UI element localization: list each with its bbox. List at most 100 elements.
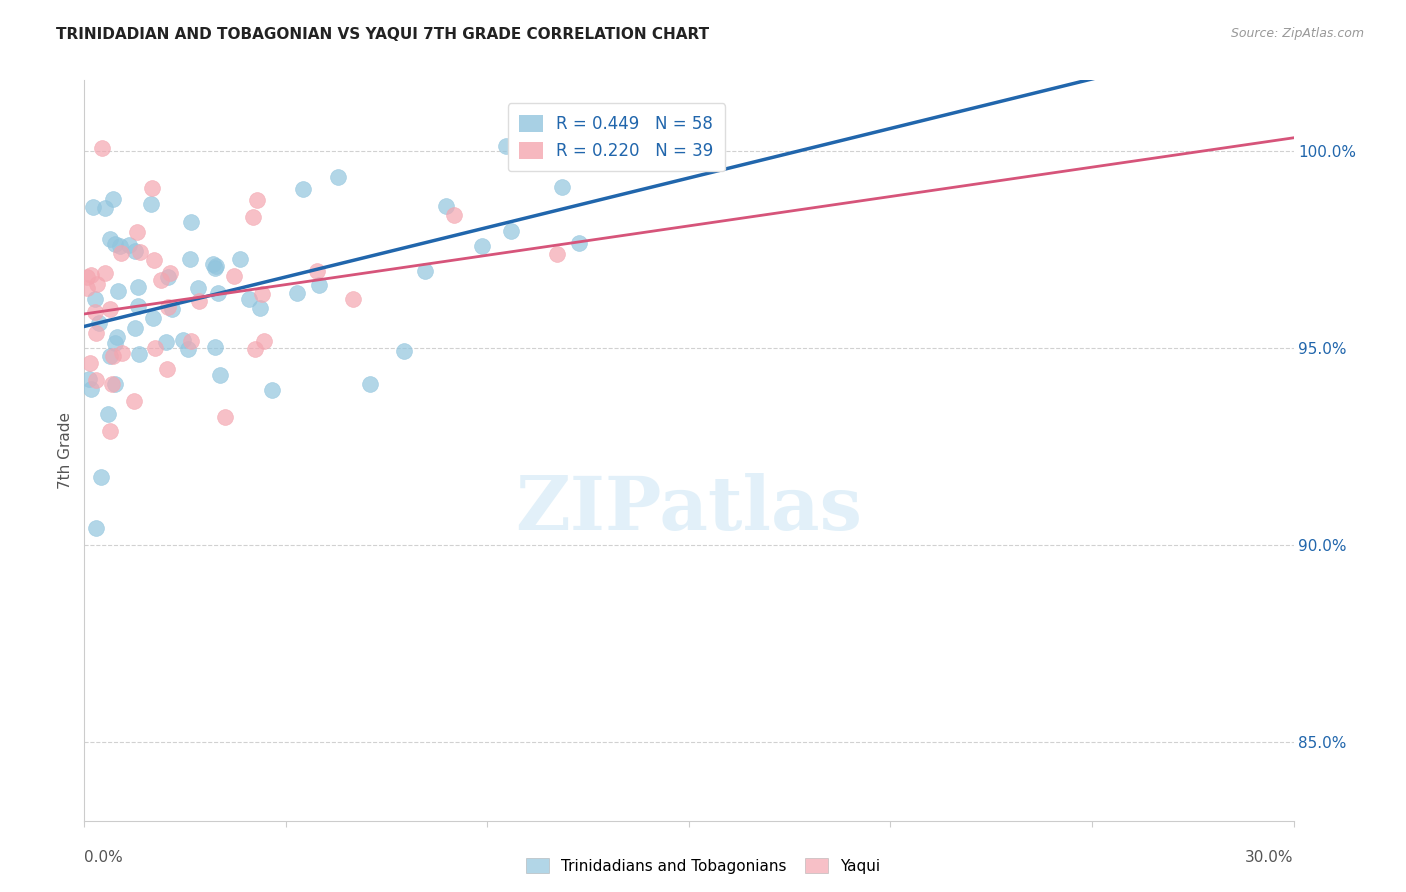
Point bbox=[359, 376, 381, 391]
Point bbox=[155, 335, 177, 350]
Point bbox=[105, 330, 128, 344]
Point bbox=[83, 292, 105, 306]
Point bbox=[89, 317, 111, 331]
Point bbox=[179, 252, 201, 266]
Point bbox=[249, 301, 271, 316]
Y-axis label: 7th Grade: 7th Grade bbox=[58, 412, 73, 489]
Point bbox=[159, 266, 181, 280]
Point bbox=[392, 344, 415, 359]
Point bbox=[292, 181, 315, 195]
Point bbox=[156, 301, 179, 315]
Point bbox=[162, 301, 184, 316]
Point bbox=[127, 280, 149, 294]
Point bbox=[76, 281, 98, 295]
Point bbox=[246, 193, 269, 207]
Point bbox=[180, 215, 202, 229]
Point bbox=[308, 277, 330, 292]
Point bbox=[205, 259, 228, 273]
Point bbox=[569, 134, 592, 148]
Point bbox=[124, 244, 146, 258]
Point bbox=[108, 239, 131, 253]
Point bbox=[124, 321, 146, 335]
Point bbox=[104, 237, 127, 252]
Point bbox=[187, 281, 209, 295]
Point bbox=[128, 245, 150, 260]
Text: TRINIDADIAN AND TOBAGONIAN VS YAQUI 7TH GRADE CORRELATION CHART: TRINIDADIAN AND TOBAGONIAN VS YAQUI 7TH … bbox=[56, 27, 710, 42]
Point bbox=[252, 286, 274, 301]
Point bbox=[141, 181, 163, 195]
Point bbox=[84, 326, 107, 340]
Point bbox=[104, 336, 127, 351]
Point bbox=[117, 237, 139, 252]
Point bbox=[499, 224, 522, 238]
Point bbox=[97, 407, 120, 421]
Legend: Trinidadians and Tobagonians, Yaqui: Trinidadians and Tobagonians, Yaqui bbox=[520, 852, 886, 880]
Point bbox=[342, 292, 364, 306]
Point bbox=[82, 200, 104, 214]
Point bbox=[285, 286, 308, 301]
Text: 30.0%: 30.0% bbox=[1246, 850, 1294, 865]
Point bbox=[90, 470, 112, 484]
Point bbox=[79, 372, 101, 386]
Point bbox=[80, 268, 103, 282]
Point bbox=[79, 356, 101, 370]
Point bbox=[495, 138, 517, 153]
Legend: R = 0.449   N = 58, R = 0.220   N = 39: R = 0.449 N = 58, R = 0.220 N = 39 bbox=[508, 103, 725, 171]
Point bbox=[238, 292, 260, 306]
Point bbox=[187, 293, 209, 308]
Point bbox=[214, 410, 236, 425]
Point bbox=[546, 246, 568, 260]
Point bbox=[413, 264, 436, 278]
Point bbox=[101, 192, 124, 206]
Point bbox=[98, 350, 121, 364]
Point bbox=[84, 521, 107, 535]
Point bbox=[86, 373, 108, 387]
Point bbox=[253, 334, 276, 349]
Point bbox=[127, 225, 149, 239]
Point bbox=[245, 343, 267, 357]
Point bbox=[204, 340, 226, 354]
Point bbox=[177, 342, 200, 356]
Point bbox=[100, 424, 122, 438]
Point bbox=[94, 266, 117, 280]
Point bbox=[471, 239, 494, 253]
Point bbox=[98, 301, 121, 316]
Point bbox=[103, 349, 125, 363]
Point bbox=[150, 273, 173, 287]
Point bbox=[143, 341, 166, 355]
Point bbox=[568, 235, 591, 250]
Point bbox=[262, 383, 284, 397]
Point bbox=[328, 169, 350, 184]
Point bbox=[201, 257, 224, 271]
Point bbox=[434, 199, 457, 213]
Point bbox=[122, 393, 145, 408]
Point bbox=[110, 246, 132, 260]
Point bbox=[93, 201, 115, 215]
Point bbox=[128, 346, 150, 360]
Point bbox=[208, 368, 231, 383]
Point bbox=[142, 310, 165, 325]
Text: 0.0%: 0.0% bbox=[84, 850, 124, 865]
Point bbox=[228, 252, 250, 266]
Point bbox=[157, 269, 180, 284]
Point bbox=[111, 345, 134, 359]
Point bbox=[551, 179, 574, 194]
Point bbox=[127, 299, 149, 313]
Point bbox=[83, 305, 105, 319]
Point bbox=[100, 376, 122, 391]
Point bbox=[224, 269, 246, 284]
Point bbox=[80, 382, 103, 396]
Text: Source: ZipAtlas.com: Source: ZipAtlas.com bbox=[1230, 27, 1364, 40]
Point bbox=[76, 270, 98, 285]
Point bbox=[98, 232, 121, 246]
Point bbox=[204, 261, 226, 276]
Point bbox=[91, 141, 114, 155]
Point bbox=[172, 334, 194, 348]
Point bbox=[142, 252, 165, 267]
Point bbox=[104, 377, 127, 392]
Point bbox=[180, 334, 202, 348]
Point bbox=[156, 362, 179, 376]
Point bbox=[107, 284, 129, 298]
Point bbox=[305, 263, 328, 277]
Text: ZIPatlas: ZIPatlas bbox=[516, 473, 862, 546]
